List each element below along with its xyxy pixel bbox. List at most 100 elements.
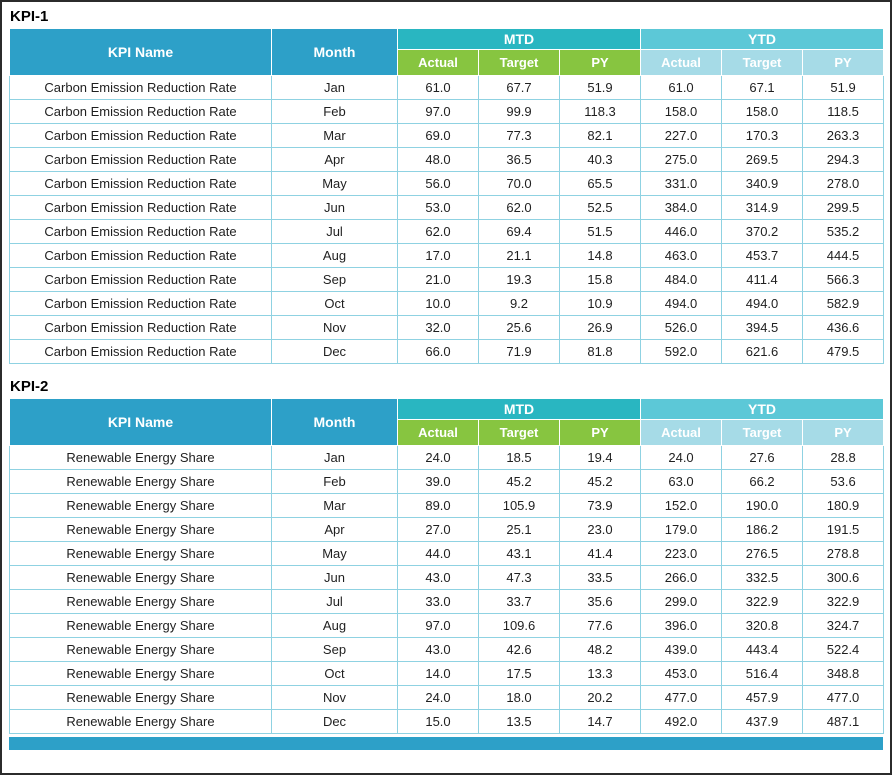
ytd-actual-cell: 463.0: [640, 243, 723, 268]
kpi-section-title: KPI-2: [10, 378, 49, 395]
ytd-py-cell: 322.9: [802, 589, 885, 614]
ytd-py-header: PY: [802, 419, 885, 446]
ytd-actual-cell: 384.0: [640, 195, 723, 220]
mtd-actual-cell: 17.0: [397, 243, 479, 268]
ytd-target-cell: 66.2: [721, 469, 804, 494]
kpi-name-cell: Renewable Energy Share: [9, 709, 272, 734]
mtd-py-cell: 10.9: [558, 291, 642, 316]
ytd-py-cell: 487.1: [802, 709, 885, 734]
ytd-py-header: PY: [802, 49, 885, 76]
month-cell: Nov: [271, 315, 398, 340]
mtd-py-cell: 20.2: [558, 685, 642, 710]
month-cell: May: [271, 171, 398, 196]
ytd-py-cell: 118.5: [802, 99, 885, 124]
ytd-group-header: YTD: [640, 27, 885, 51]
ytd-actual-cell: 152.0: [640, 493, 723, 518]
ytd-py-cell: 299.5: [802, 195, 885, 220]
kpi-table: KPI Name Month MTD YTD Actual Target PY Actual T…: [9, 397, 885, 734]
table-row: Renewable Energy Share Dec 15.0 13.5 14.7 492…: [9, 709, 885, 734]
mtd-actual-cell: 24.0: [397, 445, 479, 470]
mtd-target-cell: 25.6: [478, 315, 560, 340]
mtd-py-cell: 118.3: [558, 99, 642, 124]
mtd-actual-cell: 39.0: [397, 469, 479, 494]
ytd-target-cell: 370.2: [721, 219, 804, 244]
mtd-actual-cell: 10.0: [397, 291, 479, 316]
ytd-actual-cell: 266.0: [640, 565, 723, 590]
month-cell: Nov: [271, 685, 398, 710]
ytd-py-cell: 436.6: [802, 315, 885, 340]
ytd-target-cell: 516.4: [721, 661, 804, 686]
month-cell: Jan: [271, 445, 398, 470]
month-cell: Jan: [271, 75, 398, 100]
kpi-name-cell: Carbon Emission Reduction Rate: [9, 339, 272, 364]
kpi-name-cell: Carbon Emission Reduction Rate: [9, 243, 272, 268]
ytd-actual-cell: 63.0: [640, 469, 723, 494]
table-row: Carbon Emission Reduction Rate Oct 10.0 9.2…: [9, 291, 885, 316]
ytd-target-cell: 190.0: [721, 493, 804, 518]
ytd-actual-cell: 453.0: [640, 661, 723, 686]
table-row: Carbon Emission Reduction Rate Aug 17.0 21.…: [9, 243, 885, 268]
kpi-name-cell: Renewable Energy Share: [9, 493, 272, 518]
mtd-target-cell: 18.0: [478, 685, 560, 710]
mtd-target-cell: 25.1: [478, 517, 560, 542]
ytd-target-cell: 158.0: [721, 99, 804, 124]
mtd-py-header: PY: [558, 419, 642, 446]
kpi-name-cell: Carbon Emission Reduction Rate: [9, 267, 272, 292]
ytd-target-cell: 443.4: [721, 637, 804, 662]
mtd-actual-cell: 43.0: [397, 637, 479, 662]
mtd-py-cell: 40.3: [558, 147, 642, 172]
table-row: Renewable Energy Share Jan 24.0 18.5 19.4 24.…: [9, 445, 885, 470]
kpi-name-cell: Carbon Emission Reduction Rate: [9, 171, 272, 196]
ytd-actual-cell: 492.0: [640, 709, 723, 734]
ytd-actual-cell: 61.0: [640, 75, 723, 100]
mtd-actual-cell: 24.0: [397, 685, 479, 710]
ytd-py-cell: 324.7: [802, 613, 885, 638]
month-cell: Jul: [271, 219, 398, 244]
ytd-actual-cell: 275.0: [640, 147, 723, 172]
mtd-actual-cell: 48.0: [397, 147, 479, 172]
mtd-target-cell: 17.5: [478, 661, 560, 686]
ytd-actual-cell: 439.0: [640, 637, 723, 662]
mtd-target-cell: 77.3: [478, 123, 560, 148]
ytd-py-cell: 294.3: [802, 147, 885, 172]
ytd-actual-cell: 179.0: [640, 517, 723, 542]
mtd-target-header: Target: [478, 49, 560, 76]
table-row: Carbon Emission Reduction Rate Jul 62.0 69.…: [9, 219, 885, 244]
ytd-py-cell: 53.6: [802, 469, 885, 494]
mtd-actual-cell: 43.0: [397, 565, 479, 590]
mtd-py-cell: 65.5: [558, 171, 642, 196]
kpi-name-cell: Carbon Emission Reduction Rate: [9, 195, 272, 220]
mtd-py-cell: 82.1: [558, 123, 642, 148]
table-row: Renewable Energy Share Mar 89.0 105.9 73.9 15…: [9, 493, 885, 518]
ytd-actual-header: Actual: [640, 419, 723, 446]
month-cell: Feb: [271, 469, 398, 494]
mtd-actual-header: Actual: [397, 419, 479, 446]
table-row: Carbon Emission Reduction Rate Jun 53.0 62.…: [9, 195, 885, 220]
month-cell: Apr: [271, 517, 398, 542]
ytd-target-cell: 457.9: [721, 685, 804, 710]
ytd-py-cell: 479.5: [802, 339, 885, 364]
ytd-group-header: YTD: [640, 397, 885, 421]
month-cell: Jun: [271, 195, 398, 220]
kpi-name-cell: Renewable Energy Share: [9, 589, 272, 614]
next-table-header-partial: [9, 737, 883, 750]
ytd-actual-cell: 484.0: [640, 267, 723, 292]
mtd-group-header: MTD: [396, 397, 642, 421]
kpi-name-cell: Carbon Emission Reduction Rate: [9, 99, 272, 124]
mtd-actual-cell: 27.0: [397, 517, 479, 542]
mtd-actual-cell: 21.0: [397, 267, 479, 292]
mtd-target-cell: 36.5: [478, 147, 560, 172]
month-cell: Dec: [271, 709, 398, 734]
ytd-target-cell: 322.9: [721, 589, 804, 614]
ytd-target-cell: 27.6: [721, 445, 804, 470]
mtd-target-cell: 70.0: [478, 171, 560, 196]
mtd-actual-cell: 62.0: [397, 219, 479, 244]
mtd-target-cell: 43.1: [478, 541, 560, 566]
ytd-actual-cell: 592.0: [640, 339, 723, 364]
month-header: Month: [271, 398, 398, 446]
ytd-target-header: Target: [721, 49, 804, 76]
table-row: Carbon Emission Reduction Rate Jan 61.0 67.…: [9, 75, 885, 100]
kpi-name-cell: Renewable Energy Share: [9, 685, 272, 710]
table-row: Carbon Emission Reduction Rate Apr 48.0 36.…: [9, 147, 885, 172]
month-cell: Feb: [271, 99, 398, 124]
